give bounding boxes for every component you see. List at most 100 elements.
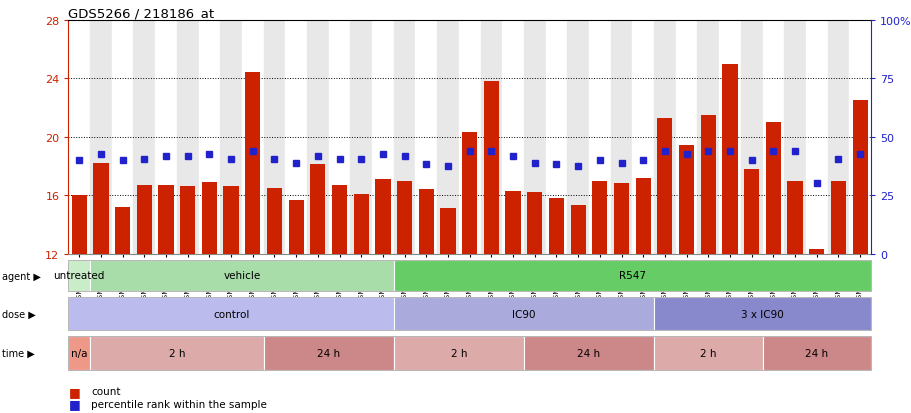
Bar bbox=[631, 21, 653, 254]
Bar bbox=[480, 21, 502, 254]
Bar bbox=[436, 21, 458, 254]
Bar bbox=[375, 180, 390, 254]
Bar bbox=[133, 21, 155, 254]
Bar bbox=[263, 337, 394, 370]
Bar bbox=[765, 123, 780, 254]
Bar bbox=[852, 101, 866, 254]
Bar bbox=[310, 165, 325, 254]
Bar bbox=[415, 21, 436, 254]
Bar bbox=[805, 21, 826, 254]
Text: GDS5266 / 218186_at: GDS5266 / 218186_at bbox=[67, 7, 213, 19]
Bar bbox=[90, 337, 263, 370]
Text: ■: ■ bbox=[68, 385, 80, 398]
Bar bbox=[245, 73, 260, 254]
Bar bbox=[740, 21, 762, 254]
Bar bbox=[68, 21, 90, 254]
Bar bbox=[72, 196, 87, 254]
Bar bbox=[90, 21, 112, 254]
Bar bbox=[68, 260, 90, 291]
Bar bbox=[527, 193, 542, 254]
Bar bbox=[177, 21, 199, 254]
Bar bbox=[220, 21, 241, 254]
Text: IC90: IC90 bbox=[512, 309, 535, 319]
Bar bbox=[505, 191, 520, 254]
Text: ■: ■ bbox=[68, 397, 80, 411]
Text: dose ▶: dose ▶ bbox=[2, 309, 36, 319]
Bar bbox=[657, 119, 671, 254]
Bar bbox=[396, 181, 412, 254]
Bar bbox=[762, 337, 870, 370]
Bar bbox=[786, 181, 802, 254]
Bar bbox=[570, 206, 585, 254]
Text: 24 h: 24 h bbox=[577, 348, 599, 358]
Bar bbox=[179, 187, 195, 254]
Bar bbox=[653, 297, 870, 330]
Bar bbox=[68, 297, 394, 330]
Text: 3 x IC90: 3 x IC90 bbox=[741, 309, 783, 319]
Bar bbox=[462, 133, 476, 254]
Bar bbox=[653, 21, 675, 254]
Bar bbox=[743, 169, 759, 254]
Bar bbox=[328, 21, 350, 254]
Bar bbox=[830, 181, 845, 254]
Bar bbox=[783, 21, 805, 254]
Bar bbox=[418, 190, 434, 254]
Bar bbox=[68, 337, 90, 370]
Bar bbox=[548, 199, 563, 254]
Bar bbox=[223, 187, 239, 254]
Text: 24 h: 24 h bbox=[804, 348, 827, 358]
Bar bbox=[112, 21, 133, 254]
Bar bbox=[288, 200, 303, 254]
Bar bbox=[722, 64, 737, 254]
Bar bbox=[697, 21, 719, 254]
Bar bbox=[635, 178, 650, 254]
Bar bbox=[762, 21, 783, 254]
Text: agent ▶: agent ▶ bbox=[2, 271, 41, 281]
Text: control: control bbox=[212, 309, 249, 319]
Bar bbox=[159, 185, 173, 254]
Bar bbox=[199, 21, 220, 254]
Bar bbox=[808, 249, 824, 254]
Text: R547: R547 bbox=[619, 271, 645, 281]
Bar bbox=[394, 260, 870, 291]
Text: n/a: n/a bbox=[71, 348, 87, 358]
Text: 2 h: 2 h bbox=[700, 348, 716, 358]
Text: vehicle: vehicle bbox=[223, 271, 261, 281]
Bar bbox=[285, 21, 307, 254]
Bar bbox=[719, 21, 740, 254]
Bar bbox=[523, 337, 653, 370]
Bar bbox=[458, 21, 480, 254]
Bar bbox=[523, 21, 545, 254]
Text: percentile rank within the sample: percentile rank within the sample bbox=[91, 399, 267, 409]
Bar bbox=[267, 188, 281, 254]
Text: 24 h: 24 h bbox=[317, 348, 340, 358]
Text: 2 h: 2 h bbox=[450, 348, 466, 358]
Bar bbox=[848, 21, 870, 254]
Bar bbox=[353, 194, 368, 254]
Bar bbox=[826, 21, 848, 254]
Bar bbox=[589, 21, 610, 254]
Bar bbox=[613, 184, 629, 254]
Bar bbox=[263, 21, 285, 254]
Bar bbox=[502, 21, 523, 254]
Bar bbox=[675, 21, 697, 254]
Bar bbox=[307, 21, 328, 254]
Text: time ▶: time ▶ bbox=[2, 348, 35, 358]
Bar bbox=[90, 260, 394, 291]
Text: 2 h: 2 h bbox=[169, 348, 185, 358]
Bar bbox=[332, 185, 347, 254]
Bar bbox=[201, 183, 217, 254]
Bar bbox=[241, 21, 263, 254]
Bar bbox=[115, 207, 130, 254]
Bar bbox=[591, 181, 607, 254]
Bar bbox=[155, 21, 177, 254]
Bar bbox=[350, 21, 372, 254]
Bar bbox=[679, 146, 693, 254]
Bar bbox=[137, 185, 152, 254]
Bar bbox=[653, 337, 762, 370]
Bar bbox=[567, 21, 589, 254]
Text: count: count bbox=[91, 387, 120, 396]
Bar bbox=[372, 21, 394, 254]
Bar bbox=[545, 21, 567, 254]
Bar bbox=[483, 82, 498, 254]
